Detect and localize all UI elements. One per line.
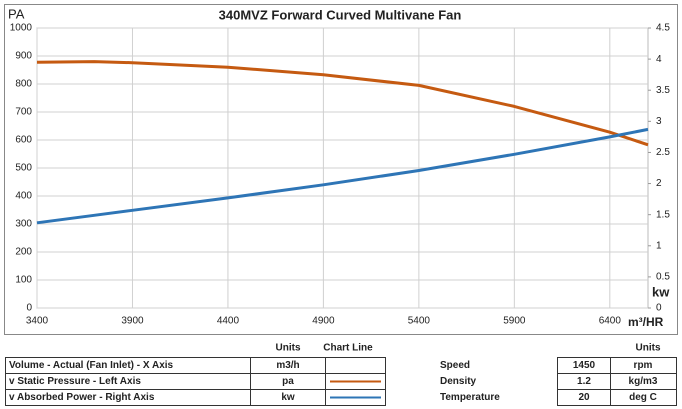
y2-tick-label: 1.5 [656, 209, 670, 220]
series-line [36, 60, 649, 147]
y-tick-label: 900 [15, 51, 32, 62]
y2-tick-label: 0 [656, 303, 662, 314]
row-value: 1.2 [577, 376, 591, 387]
y-tick-label: 500 [15, 163, 32, 174]
row-units: m3/h [276, 360, 299, 371]
table-header: Chart Line [323, 343, 373, 354]
y2-tick-label: 2 [656, 178, 662, 189]
table-cell [325, 357, 386, 374]
row-label: v Absorbed Power - Right Axis [9, 392, 155, 403]
row-units: kw [281, 392, 295, 403]
row-units: kg/m3 [629, 376, 658, 387]
y-tick-label: 400 [15, 191, 32, 202]
x-axis-label: m³/HR [628, 315, 664, 329]
y-tick-label: 0 [26, 303, 32, 314]
table-cell [610, 389, 677, 406]
row-units: deg C [629, 392, 657, 403]
y-tick-label: 700 [15, 107, 32, 118]
y-tick-label: 100 [15, 275, 32, 286]
table-header: Units [276, 343, 301, 354]
row-value: 1450 [573, 360, 596, 371]
y-tick-label: 800 [15, 79, 32, 90]
row-label: Speed [440, 360, 470, 371]
table-header: Units [636, 343, 661, 354]
row-units: rpm [634, 360, 653, 371]
y-axis-label: PA [8, 6, 25, 21]
y2-tick-label: 4.5 [656, 23, 670, 34]
y-tick-label: 1000 [10, 23, 33, 34]
row-label: v Static Pressure - Left Axis [9, 376, 141, 387]
row-label: Volume - Actual (Fan Inlet) - X Axis [9, 360, 174, 371]
row-label: Density [440, 376, 477, 387]
x-tick-label: 6400 [599, 316, 622, 327]
x-tick-label: 4900 [312, 316, 335, 327]
chart-title: 340MVZ Forward Curved Multivane Fan [219, 7, 462, 22]
table-cell [325, 389, 386, 406]
y2-tick-label: 3.5 [656, 85, 670, 96]
x-tick-label: 5400 [408, 316, 431, 327]
x-tick-label: 3400 [26, 316, 49, 327]
x-tick-label: 5900 [503, 316, 526, 327]
y2-tick-label: 1 [656, 240, 662, 251]
y2-axis-label: kw [652, 284, 670, 299]
y2-tick-label: 2.5 [656, 147, 670, 158]
y2-tick-label: 4 [656, 54, 662, 65]
y2-tick-label: 3 [656, 116, 662, 127]
y-tick-label: 300 [15, 219, 32, 230]
series-line [36, 127, 649, 225]
x-tick-label: 4400 [217, 316, 240, 327]
x-tick-label: 3900 [121, 316, 144, 327]
row-value: 20 [578, 392, 590, 403]
y-tick-label: 600 [15, 135, 32, 146]
row-units: pa [282, 376, 294, 387]
row-label: Temperature [440, 392, 500, 403]
y-tick-label: 200 [15, 247, 32, 258]
y2-tick-label: 0.5 [656, 272, 670, 283]
